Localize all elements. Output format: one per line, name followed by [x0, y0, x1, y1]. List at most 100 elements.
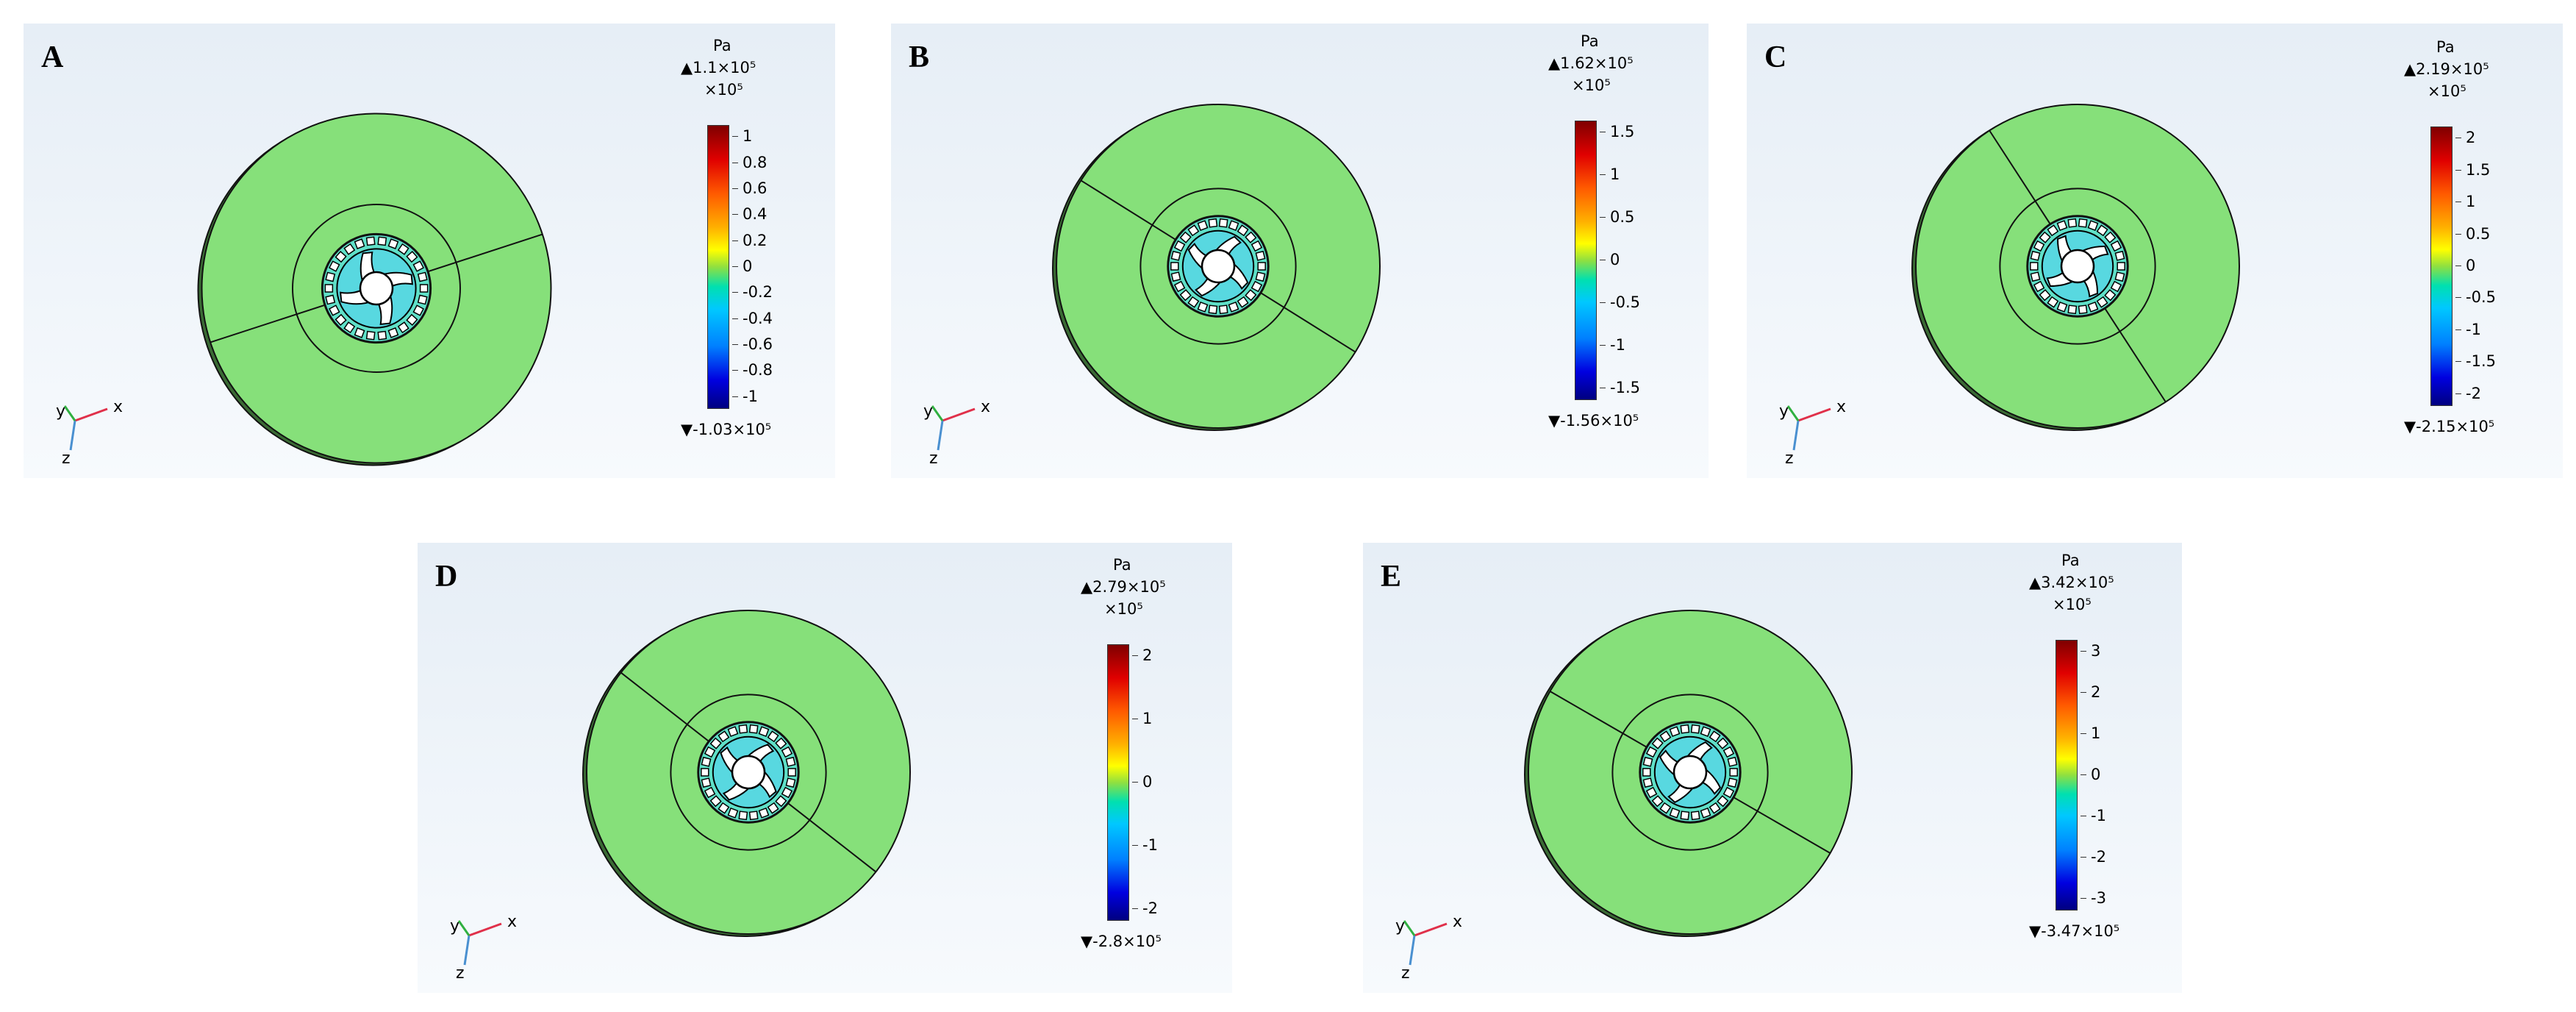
axis-triad: y x z	[56, 398, 123, 468]
panel-label: D	[435, 560, 458, 594]
colorbar-tick: 2	[1131, 646, 1153, 664]
colorbar-tick: -3	[2081, 889, 2106, 908]
colorbar-tick: -1.5	[1600, 378, 1640, 396]
colorbar-multiplier: ×10⁵	[1572, 76, 1611, 94]
impeller-disc-diagram: y x z	[923, 104, 1381, 468]
colorbar-max: ▲ 1.62×10⁵	[1548, 54, 1634, 72]
max-triangle-icon: ▲	[1081, 578, 1093, 596]
impeller-disc-diagram: y x z	[1779, 104, 2240, 468]
colorbar-tick: -0.4	[732, 309, 773, 327]
colorbar-tick: 0.5	[2455, 224, 2491, 243]
colorbar-tick: -2	[2455, 384, 2481, 402]
colorbar-tick: 2	[2080, 683, 2101, 701]
axis-label-y: y	[923, 402, 933, 421]
colorbar-min-value: -1.03×10⁵	[693, 421, 772, 438]
colorbar-tick: 3	[2080, 641, 2101, 660]
port-holes	[1642, 724, 1738, 821]
colorbar-multiplier: ×10⁵	[2053, 596, 2092, 613]
colorbar-tick: 0.5	[1599, 208, 1635, 227]
colorbar-unit: Pa	[2436, 38, 2455, 56]
colorbar-max-value: 2.79×10⁵	[1092, 578, 1166, 596]
panel-label: C	[1764, 40, 1787, 74]
colorbar-tick: 0	[2080, 766, 2101, 783]
axis-triad: y x z	[1779, 398, 1846, 468]
axis-label-x: x	[1836, 398, 1846, 416]
colorbar-unit: Pa	[713, 37, 731, 54]
panel-label: A	[41, 40, 64, 74]
axis-label-x: x	[113, 398, 123, 416]
colorbar-tick: 1	[1599, 165, 1620, 184]
colorbar-tick: 0	[2455, 257, 2476, 274]
inner-boundary	[292, 204, 461, 373]
colorbar-min: ▼ -1.56×10⁵	[1548, 412, 1639, 430]
panel-label: B	[909, 40, 930, 74]
colorbar-min: ▼ -2.15×10⁵	[2404, 418, 2494, 435]
colorbar	[2056, 640, 2078, 911]
colorbar-tick: 0.8	[731, 153, 768, 171]
colorbar-tick: 0	[1131, 773, 1153, 791]
axis-label-x: x	[981, 398, 990, 416]
colorbar-tick: -1	[2455, 320, 2481, 338]
colorbar-tick: -0.8	[732, 361, 773, 380]
colorbar-tick: -2	[1132, 899, 1158, 918]
colorbar-tick: -1	[732, 387, 758, 405]
colorbar-tick: -0.2	[732, 283, 773, 302]
colorbar-unit: Pa	[1581, 32, 1599, 50]
colorbar-tick: -1.5	[2455, 352, 2496, 371]
impeller-disc-diagram: y x z	[450, 610, 911, 983]
inner-boundary	[670, 694, 827, 851]
axis-label-y: y	[56, 402, 65, 421]
min-triangle-icon: ▼	[2404, 418, 2416, 435]
axis-label-z: z	[456, 964, 465, 983]
port-holes	[2030, 218, 2125, 315]
impeller-disc-diagram: y x z	[1395, 610, 1853, 983]
colorbar-tick: 1	[731, 127, 753, 146]
inner-boundary	[1611, 694, 1769, 851]
min-triangle-icon: ▼	[1081, 933, 1093, 950]
colorbar-tick: 1	[1131, 709, 1153, 727]
port-holes	[1170, 218, 1266, 315]
min-triangle-icon: ▼	[1548, 412, 1561, 430]
colorbar-tick: -0.5	[2455, 288, 2496, 307]
colorbar-max-value: 1.1×10⁵	[693, 59, 756, 76]
colorbar-max-value: 1.62×10⁵	[1560, 54, 1634, 72]
impeller-disc-diagram: y x z	[56, 113, 552, 468]
colorbar-tick: 0	[731, 257, 753, 275]
colorbar-min-value: -3.47×10⁵	[2041, 922, 2120, 940]
panel-label: E	[1381, 560, 1402, 594]
colorbar-multiplier: ×10⁵	[1104, 600, 1143, 618]
min-triangle-icon: ▼	[2029, 922, 2042, 940]
colorbar-max: ▲ 3.42×10⁵	[2029, 574, 2114, 591]
colorbar-unit: Pa	[2061, 552, 2080, 569]
colorbar-max-value: 2.19×10⁵	[2416, 60, 2489, 78]
colorbar-tick: -1	[1132, 836, 1158, 855]
axis-label-z: z	[62, 449, 71, 468]
colorbar-max-value: 3.42×10⁵	[2041, 574, 2114, 591]
colorbar-tick: 0	[1599, 251, 1620, 268]
axis-label-y: y	[1395, 917, 1405, 936]
colorbar-tick: 0.4	[731, 205, 768, 224]
colorbar-multiplier: ×10⁵	[704, 81, 743, 99]
min-triangle-icon: ▼	[681, 421, 693, 438]
colorbar	[2430, 126, 2452, 406]
hub	[731, 755, 766, 790]
colorbar	[1575, 121, 1597, 400]
colorbar-tick: 1.5	[1599, 123, 1635, 141]
colorbar-max: ▲ 2.19×10⁵	[2404, 60, 2489, 78]
colorbar-tick: 2	[2455, 129, 2476, 147]
axis-label-z: z	[1785, 449, 1794, 468]
colorbar-min-value: -1.56×10⁵	[1560, 412, 1639, 430]
colorbar	[707, 125, 729, 409]
axis-triad: y x z	[1395, 913, 1462, 983]
colorbar-tick: 0.2	[731, 231, 768, 249]
axis-label-z: z	[1401, 964, 1410, 983]
colorbar-tick: -0.5	[1600, 293, 1640, 311]
axis-triad: y x z	[923, 398, 990, 468]
inner-boundary	[1999, 188, 2156, 345]
colorbar	[1107, 644, 1129, 921]
hub	[2060, 249, 2095, 284]
